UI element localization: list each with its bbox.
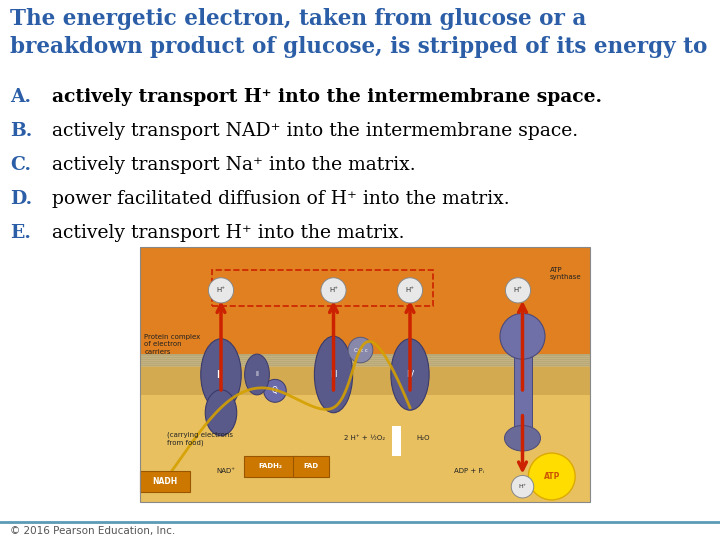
Text: D.: D. [10, 190, 32, 208]
Text: breakdown product of glucose, is stripped of its energy to: breakdown product of glucose, is strippe… [10, 36, 707, 58]
Ellipse shape [500, 313, 545, 359]
Text: H⁺: H⁺ [329, 287, 338, 293]
Bar [212, 270, 433, 306]
Bar [140, 247, 590, 395]
Text: NADH: NADH [152, 477, 177, 486]
Text: H⁺: H⁺ [405, 287, 415, 293]
Ellipse shape [264, 379, 287, 402]
Ellipse shape [348, 338, 373, 363]
Text: FADH₂: FADH₂ [258, 463, 282, 469]
Ellipse shape [205, 390, 237, 436]
Bar [140, 366, 590, 395]
Circle shape [511, 475, 534, 498]
Text: 2 H⁺ + ½O₂: 2 H⁺ + ½O₂ [344, 435, 386, 441]
Text: Cyt c: Cyt c [354, 348, 367, 353]
Text: E.: E. [10, 224, 31, 242]
Circle shape [528, 453, 575, 500]
Bar [392, 426, 401, 456]
Text: H₂O: H₂O [417, 435, 431, 441]
Text: NAD⁺: NAD⁺ [216, 468, 235, 475]
Text: actively transport NAD⁺ into the intermembrane space.: actively transport NAD⁺ into the interme… [52, 122, 578, 140]
Text: A.: A. [10, 88, 31, 106]
Circle shape [505, 278, 531, 303]
Text: H⁺: H⁺ [217, 287, 225, 293]
Ellipse shape [245, 354, 269, 395]
Text: H⁺: H⁺ [518, 484, 526, 489]
Bar [140, 247, 590, 502]
Text: ADP + Pᵢ: ADP + Pᵢ [454, 468, 483, 475]
Ellipse shape [391, 339, 429, 410]
Circle shape [397, 278, 423, 303]
Text: ATP
synthase: ATP synthase [549, 267, 581, 280]
Text: actively transport H⁺ into the matrix.: actively transport H⁺ into the matrix. [52, 224, 405, 242]
Bar [293, 456, 329, 476]
Text: ATP: ATP [544, 472, 560, 481]
Text: (carrying electrons
from food): (carrying electrons from food) [167, 431, 233, 446]
Ellipse shape [315, 336, 353, 413]
Circle shape [321, 278, 346, 303]
Text: III: III [330, 370, 337, 379]
Bar [140, 395, 590, 502]
Text: FAD: FAD [303, 463, 318, 469]
Bar [513, 356, 531, 446]
Text: H⁺: H⁺ [513, 287, 523, 293]
Text: IV: IV [406, 370, 414, 379]
Ellipse shape [505, 426, 541, 451]
Text: Q: Q [272, 386, 278, 395]
Text: The energetic electron, taken from glucose or a: The energetic electron, taken from gluco… [10, 8, 586, 30]
Text: II: II [255, 372, 259, 377]
Text: Protein complex
of electron
carriers: Protein complex of electron carriers [145, 334, 201, 355]
Bar [140, 471, 189, 492]
Ellipse shape [201, 339, 241, 410]
Text: power facilitated diffusion of H⁺ into the matrix.: power facilitated diffusion of H⁺ into t… [52, 190, 510, 208]
Text: © 2016 Pearson Education, Inc.: © 2016 Pearson Education, Inc. [10, 526, 175, 536]
Text: B.: B. [10, 122, 32, 140]
Text: actively transport H⁺ into the intermembrane space.: actively transport H⁺ into the intermemb… [52, 88, 602, 106]
Bar [243, 456, 297, 476]
Bar [140, 354, 590, 366]
Text: C.: C. [10, 156, 31, 174]
Text: actively transport Na⁺ into the matrix.: actively transport Na⁺ into the matrix. [52, 156, 415, 174]
Text: I: I [216, 369, 220, 380]
Circle shape [208, 278, 233, 303]
